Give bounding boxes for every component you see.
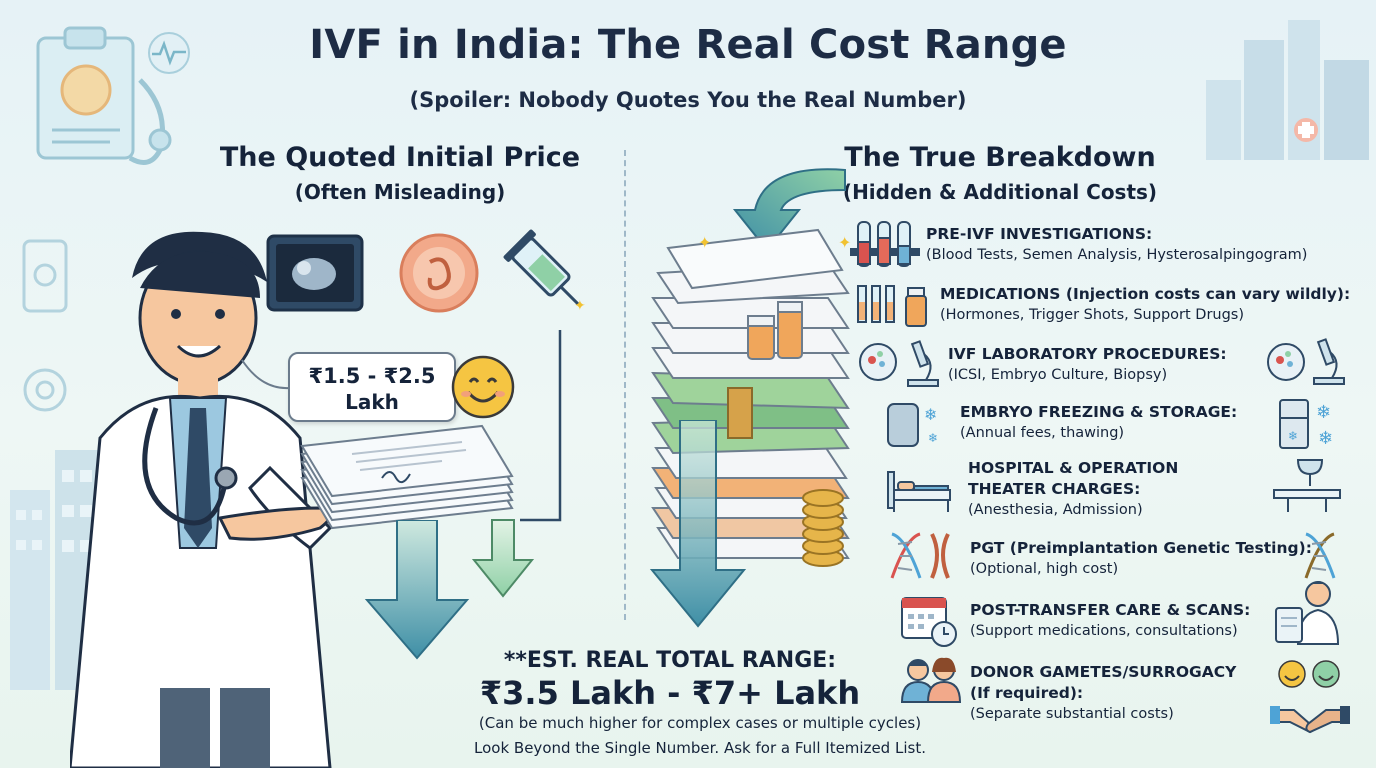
estimate-advice: Look Beyond the Single Number. Ask for a… [474, 739, 926, 757]
calendar-clock-icon [901, 597, 957, 647]
paper-stack-icon [300, 424, 514, 530]
cost-item-pgt: PGT (Preimplantation Genetic Testing): (… [970, 538, 1312, 579]
cost-item-post-transfer: POST-TRANSFER CARE & SCANS: (Support med… [970, 600, 1250, 641]
petri-dish-icon [859, 343, 897, 381]
cost-item-heading: POST-TRANSFER CARE & SCANS: [970, 601, 1251, 619]
cost-item-detail: (Support medications, consultations) [970, 623, 1238, 639]
petri-dish-icon [1267, 343, 1305, 381]
quoted-price-range: ₹1.5 - ₹2.5 [308, 364, 436, 388]
clipboard-stethoscope-icon [36, 26, 172, 165]
freezer-icon: ❄ ❄ ❄ [1279, 399, 1333, 449]
cost-item-heading: MEDICATIONS (Injection costs can vary wi… [940, 285, 1351, 303]
cost-item-detail: (Annual fees, thawing) [960, 425, 1125, 441]
cost-item-heading: HOSPITAL & OPERATION [968, 459, 1179, 477]
cost-item-detail: (ICSI, Embryo Culture, Biopsy) [948, 367, 1168, 383]
cost-item-lab-procedures: IVF LABORATORY PROCEDURES: (ICSI, Embryo… [948, 344, 1227, 385]
svg-text:❄: ❄ [924, 405, 937, 424]
doctor-illustration [70, 231, 333, 768]
page-title: IVF in India: The Real Cost Range [309, 22, 1067, 68]
cost-item-detail: (Blood Tests, Semen Analysis, Hysterosal… [926, 247, 1308, 263]
freezer-icon: ❄ ❄ [887, 403, 938, 447]
handshake-icon [1270, 706, 1350, 734]
section-divider [624, 150, 626, 620]
cost-item-detail: (Anesthesia, Admission) [968, 502, 1143, 518]
right-section-subtitle: (Hidden & Additional Costs) [842, 180, 1158, 204]
clipboard-stethoscope-icon [22, 239, 68, 412]
couple-icon [900, 657, 962, 703]
cost-item-heading: DONOR GAMETES/SURROGACY [970, 663, 1237, 681]
quoted-price-unit: Lakh [345, 390, 399, 414]
arrow-down-icon [364, 520, 470, 660]
smiley-icon [451, 355, 515, 419]
syringe-icon: ✦ [503, 229, 586, 314]
cost-item-hospital: HOSPITAL & OPERATION THEATER CHARGES: (A… [968, 458, 1178, 520]
microscope-icon [907, 340, 939, 387]
svg-text:❄: ❄ [1318, 428, 1333, 449]
cost-item-detail: (Optional, high cost) [970, 561, 1119, 577]
left-section-title: The Quoted Initial Price [219, 142, 581, 173]
left-section-subtitle: (Often Misleading) [294, 180, 506, 204]
svg-text:❄: ❄ [1288, 429, 1298, 443]
hospital-bed-icon [887, 471, 951, 512]
arrow-down-icon [649, 420, 747, 628]
svg-text:❄: ❄ [928, 431, 938, 445]
smiley-icon [1278, 660, 1340, 688]
arrow-down-icon [471, 330, 562, 598]
svg-text:✦: ✦ [574, 298, 586, 314]
right-section-title: The True Breakdown [844, 142, 1156, 173]
price-tag: ₹1.5 - ₹2.5 Lakh [288, 352, 456, 422]
dna-icon [1304, 532, 1336, 579]
cost-item-detail: (Separate substantial costs) [970, 706, 1174, 722]
city-skyline-icon [1206, 20, 1369, 160]
vials-syringes-icon [857, 285, 927, 327]
price-tag-string [241, 359, 291, 390]
operation-lamp-icon [1273, 459, 1341, 512]
cost-item-heading-line2: THEATER CHARGES: [968, 480, 1141, 498]
cost-item-detail: (Hormones, Trigger Shots, Support Drugs) [940, 307, 1245, 323]
cost-item-pre-ivf: PRE-IVF INVESTIGATIONS: (Blood Tests, Se… [926, 224, 1307, 265]
svg-text:❄: ❄ [1316, 402, 1331, 423]
estimate-value: ₹3.5 Lakh - ₹7+ Lakh [479, 674, 861, 712]
estimate-label: **EST. REAL TOTAL RANGE: [503, 648, 837, 673]
embryo-icon [399, 233, 479, 313]
page-subtitle: (Spoiler: Nobody Quotes You the Real Num… [409, 88, 967, 112]
cost-item-embryo-freezing: EMBRYO FREEZING & STORAGE: (Annual fees,… [960, 402, 1237, 443]
doctor-clipboard-icon [1275, 581, 1340, 645]
dna-icon [890, 532, 950, 579]
cost-item-heading-line2: (If required): [970, 684, 1084, 702]
ultrasound-icon [266, 234, 364, 312]
cost-item-heading: IVF LABORATORY PROCEDURES: [948, 345, 1227, 363]
svg-text:✦: ✦ [698, 233, 711, 252]
cost-item-medications: MEDICATIONS (Injection costs can vary wi… [940, 284, 1350, 325]
svg-text:✦: ✦ [838, 233, 851, 252]
arrow-down-icon [732, 168, 846, 252]
heartbeat-icon [148, 32, 190, 74]
estimate-note: (Can be much higher for complex cases or… [478, 714, 922, 732]
cost-item-heading: PGT (Preimplantation Genetic Testing): [970, 539, 1312, 557]
test-tubes-icon [850, 221, 920, 267]
cost-item-donor-surrogacy: DONOR GAMETES/SURROGACY (If required): (… [970, 662, 1236, 724]
cost-item-heading: PRE-IVF INVESTIGATIONS: [926, 225, 1153, 243]
cost-item-heading: EMBRYO FREEZING & STORAGE: [960, 403, 1238, 421]
microscope-icon [1313, 338, 1345, 385]
